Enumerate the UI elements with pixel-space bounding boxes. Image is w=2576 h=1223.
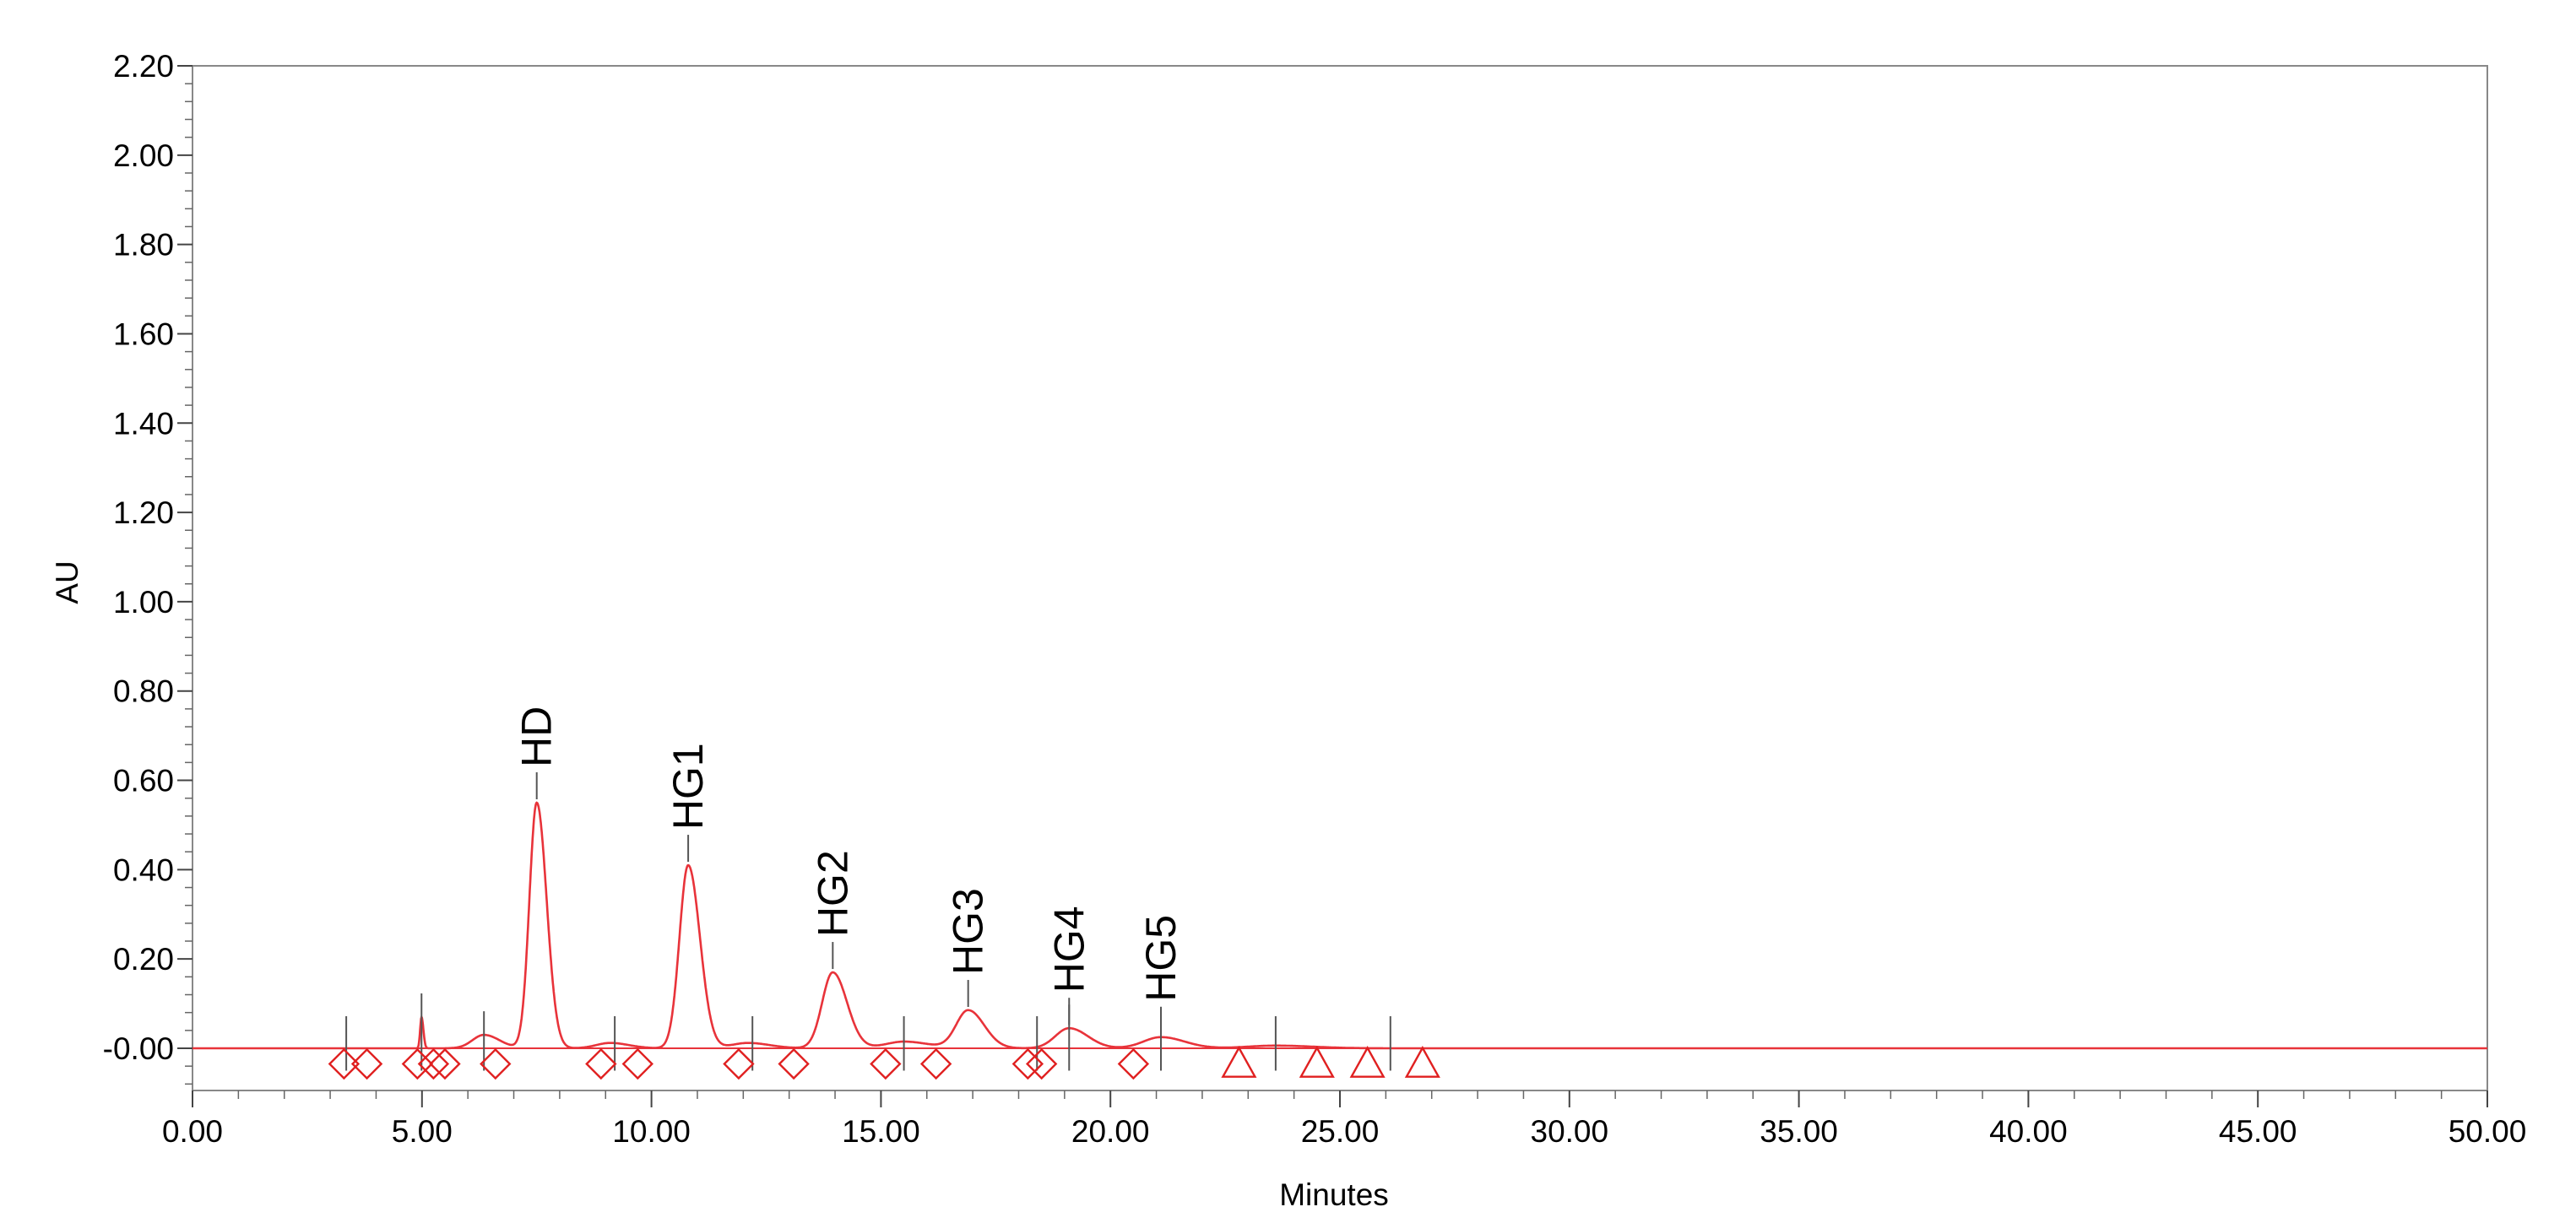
marker-layer (328, 993, 1440, 1080)
diamond-marker (1011, 1047, 1044, 1080)
diamond-marker (429, 1047, 461, 1080)
peak-label: HG3 (945, 888, 992, 975)
label-layer: HD HG1 HG2 HG3 HG4 HG5 (513, 706, 1185, 1034)
y-tick-label: 2.20 (113, 49, 174, 84)
x-tick-label: 25.00 (1301, 1114, 1380, 1149)
x-tick-label: 15.00 (842, 1114, 920, 1149)
y-axis-title: AU (50, 560, 84, 603)
x-tick-label: 35.00 (1760, 1114, 1838, 1149)
diamond-marker (328, 1047, 361, 1080)
x-tick-label: 50.00 (2449, 1114, 2527, 1149)
triangle-marker (1221, 1046, 1257, 1078)
x-tick-label: 0.00 (162, 1114, 223, 1149)
y-tick-label: 0.20 (113, 942, 174, 977)
triangle-marker (1349, 1046, 1386, 1078)
y-tick-label: 0.40 (113, 852, 174, 887)
diamond-marker (621, 1047, 653, 1080)
peak-label: HG5 (1137, 915, 1185, 1002)
diamond-marker (417, 1047, 450, 1080)
peak-label: HG1 (664, 743, 712, 830)
chromatogram-trace (193, 801, 2487, 1050)
peak-label: HG4 (1045, 906, 1093, 993)
x-tick-label: 20.00 (1071, 1114, 1150, 1149)
axes-layer: -0.00 0.20 0.40 0.60 0.80 1.00 1.20 1.40 1.60 1.8… (103, 49, 2527, 1149)
diamond-marker (919, 1047, 952, 1080)
x-tick-label: 40.00 (1989, 1114, 2068, 1149)
plot-frame (192, 65, 2488, 1091)
y-tick-label: 1.80 (113, 228, 174, 262)
x-tick-label: 30.00 (1531, 1114, 1609, 1149)
y-tick-label: 0.80 (113, 674, 174, 709)
y-tick-label: 1.00 (113, 585, 174, 620)
diamond-marker (350, 1047, 383, 1080)
triangle-marker (1299, 1046, 1335, 1078)
curve-layer (193, 801, 2487, 1050)
peak-label: HD (513, 706, 561, 767)
peak-label: HG2 (809, 850, 856, 937)
y-tick-label: 1.60 (113, 317, 174, 351)
y-tick-label: 2.00 (113, 138, 174, 173)
y-tick-label: 1.40 (113, 406, 174, 441)
diamond-marker (1025, 1047, 1058, 1080)
x-tick-label: 10.00 (612, 1114, 691, 1149)
x-tick-label: 5.00 (392, 1114, 453, 1149)
x-tick-label: 45.00 (2219, 1114, 2297, 1149)
diamond-marker (401, 1047, 434, 1080)
y-tick-label: -0.00 (103, 1031, 174, 1066)
x-axis-title: Minutes (1279, 1177, 1389, 1212)
triangle-marker (1404, 1046, 1440, 1078)
y-tick-label: 1.20 (113, 495, 174, 530)
diamond-marker (480, 1047, 512, 1080)
y-tick-label: 0.60 (113, 764, 174, 798)
diamond-marker (723, 1047, 755, 1080)
diamond-marker (1117, 1047, 1150, 1080)
diamond-marker (778, 1047, 810, 1080)
diamond-marker (870, 1047, 902, 1080)
diamond-marker (585, 1047, 617, 1080)
